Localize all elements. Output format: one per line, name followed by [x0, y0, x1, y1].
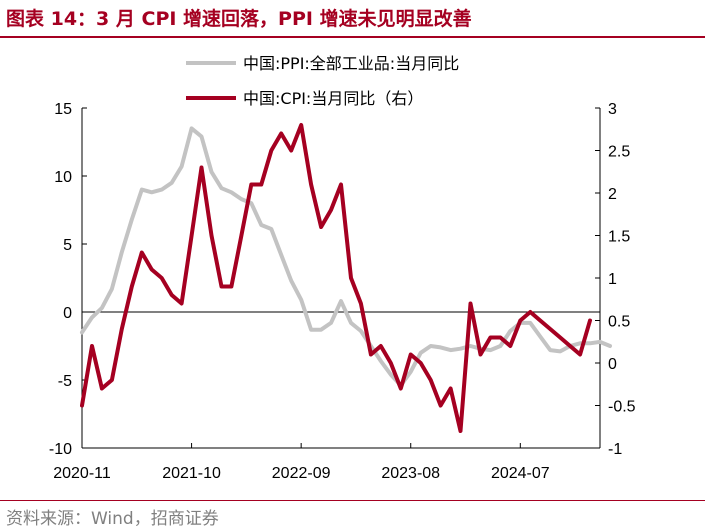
right-tick-label: 0.5 — [608, 314, 630, 331]
line-chart: -10 -5 0 5 10 15 -1 -0.5 0 0.5 1 1.5 2 2.5 3 2020-11 202… — [49, 54, 636, 482]
series-cpi-line — [80, 123, 592, 433]
title-rule — [0, 36, 705, 38]
source-note: 资料来源：Wind，招商证券 — [6, 509, 219, 529]
right-tick-label: 3 — [608, 101, 617, 118]
legend-item-ppi-label: 中国:PPI:全部工业品:当月同比 — [243, 54, 459, 73]
x-tick-label: 2022-09 — [272, 465, 331, 482]
left-tick-label: 15 — [54, 101, 72, 118]
right-tick-label: 1.5 — [608, 229, 630, 246]
left-tick-label: -5 — [58, 373, 72, 390]
right-tick-label: 0 — [608, 356, 617, 373]
right-tick-label: 2 — [608, 186, 617, 203]
left-tick-label: 0 — [63, 305, 72, 322]
figure-title: 图表 14：3 月 CPI 增速回落，PPI 增速未见明显改善 — [6, 8, 472, 30]
right-tick-label: -1 — [608, 441, 622, 458]
source-rule — [0, 500, 705, 501]
left-tick-label: 10 — [54, 169, 72, 186]
x-tick-label: 2020-11 — [53, 465, 111, 482]
left-tick-label: 5 — [63, 237, 72, 254]
x-tick-label: 2021-10 — [162, 465, 221, 482]
right-tick-label: -0.5 — [608, 399, 636, 416]
right-tick-label: 2.5 — [608, 144, 630, 161]
chart-axes: -10 -5 0 5 10 15 -1 -0.5 0 0.5 1 1.5 2 2.5 3 2020-11 202… — [49, 101, 636, 482]
series-layer — [80, 123, 612, 433]
legend-item-cpi-label: 中国:CPI:当月同比（右） — [243, 89, 423, 108]
right-tick-label: 1 — [608, 271, 617, 288]
x-tick-label: 2023-08 — [381, 465, 440, 482]
x-tick-label: 2024-07 — [491, 465, 550, 482]
series-ppi-line — [80, 126, 612, 388]
left-tick-label: -10 — [49, 441, 72, 458]
